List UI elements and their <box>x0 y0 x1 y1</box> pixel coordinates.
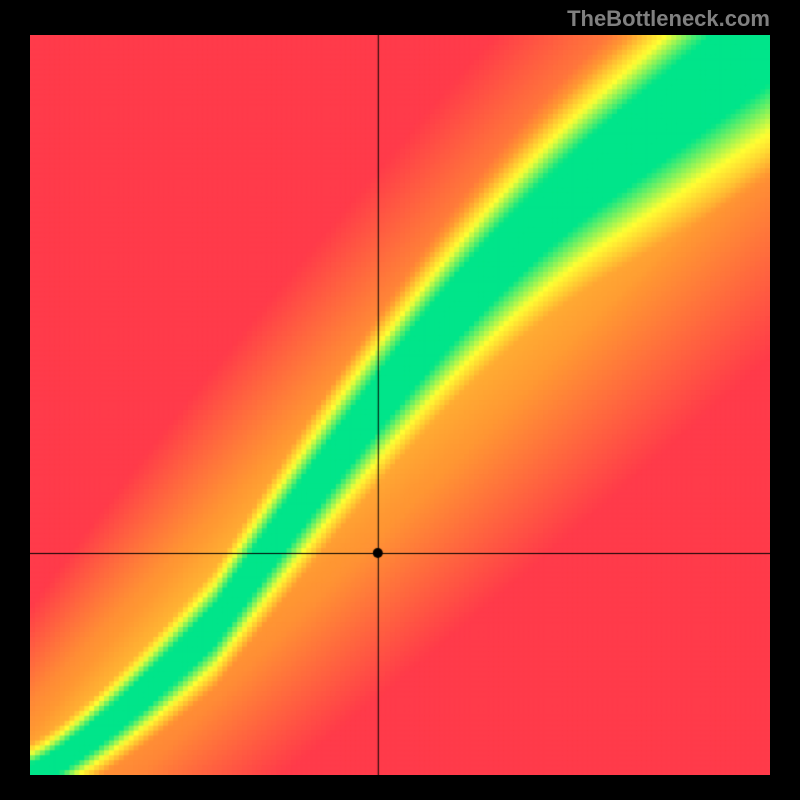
bottleneck-heatmap <box>30 35 770 775</box>
attribution-label: TheBottleneck.com <box>567 6 770 32</box>
chart-container: { "attribution": "TheBottleneck.com", "a… <box>0 0 800 800</box>
